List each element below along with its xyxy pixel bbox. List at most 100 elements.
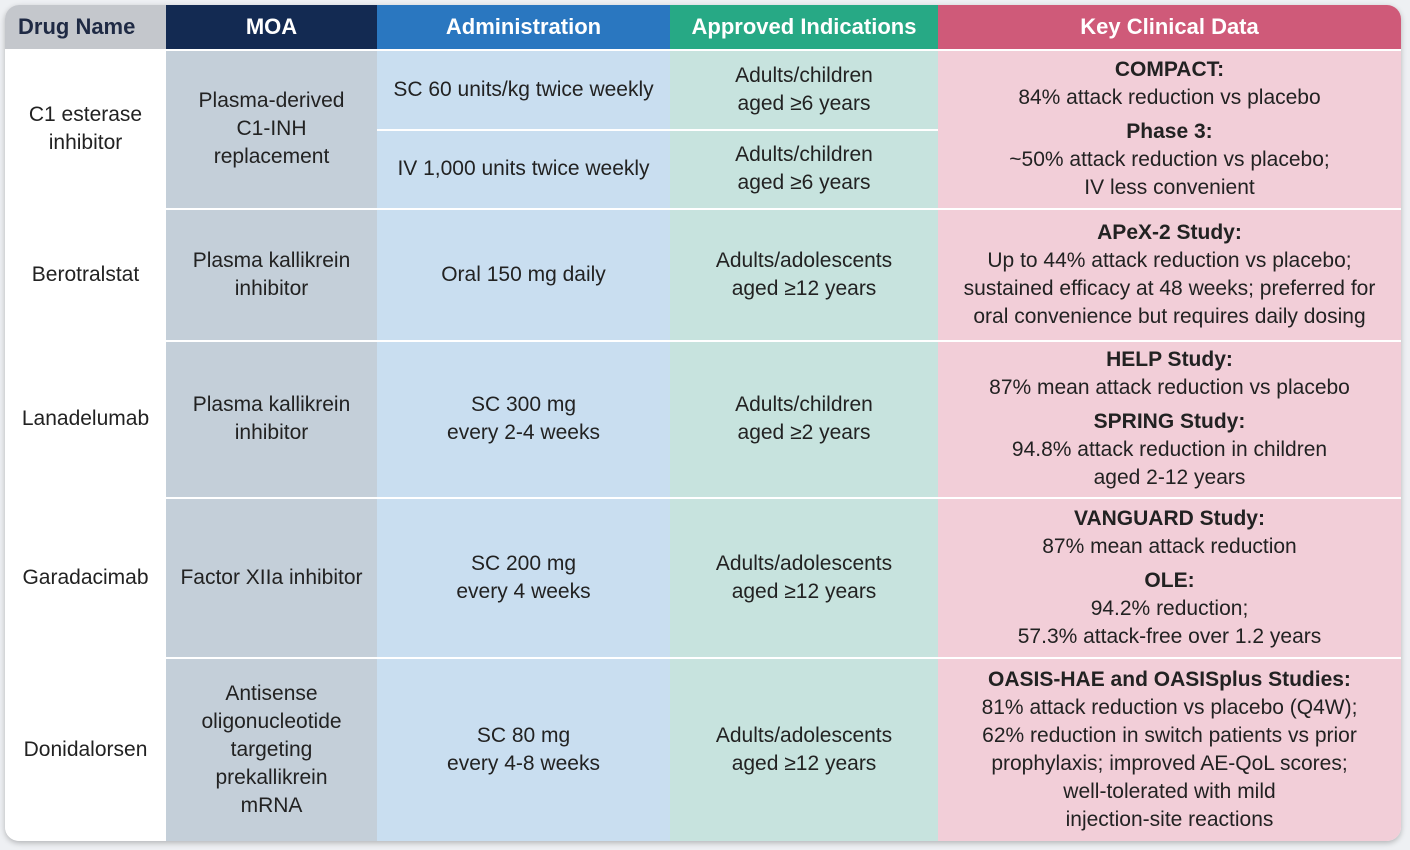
study-heading: OASIS-HAE and OASISplus Studies: <box>988 668 1351 692</box>
table-row: C1 esterase inhibitor Plasma-derived C1-… <box>5 48 1401 209</box>
moa-cell: Plasma-derived C1-INH replacement <box>166 49 377 209</box>
drug-name-cell: Lanadelumab <box>5 340 166 498</box>
indication-line: Adults/adolescents <box>715 248 893 272</box>
indication-line: aged ≥12 years <box>731 276 877 300</box>
study-detail-line: 84% attack reduction vs placebo <box>1018 86 1321 110</box>
study-detail-line: sustained efficacy at 48 weeks; preferre… <box>963 276 1376 300</box>
study-detail-line: prophylaxis; improved AE-QoL scores; <box>991 752 1348 776</box>
header-key-clinical-data: Key Clinical Data <box>938 5 1401 50</box>
study-heading: APeX-2 Study: <box>1097 220 1242 244</box>
moa-line: Factor XIIa inhibitor <box>180 565 363 589</box>
study-detail-line: 87% mean attack reduction <box>1042 534 1297 558</box>
moa-cell: Plasma kallikrein inhibitor <box>166 207 377 342</box>
indication-cell: Adults/adolescents aged ≥12 years <box>670 657 938 841</box>
drug-comparison-table: Drug Name MOA Administration Approved In… <box>5 5 1401 841</box>
drug-comparison-table-frame: Drug Name MOA Administration Approved In… <box>5 5 1401 841</box>
study-heading: COMPACT: <box>1114 58 1225 82</box>
indication-cell: Adults/children aged ≥6 years <box>670 129 938 209</box>
drug-name-line: Donidalorsen <box>23 738 148 762</box>
indication-line: aged ≥12 years <box>731 579 877 603</box>
study-detail-line: oral convenience but requires daily dosi… <box>973 304 1366 328</box>
table-row: Lanadelumab Plasma kallikrein inhibitor … <box>5 340 1401 498</box>
administration-line: every 4-8 weeks <box>447 752 600 776</box>
moa-line: targeting <box>230 738 313 762</box>
indication-line: Adults/adolescents <box>715 551 893 575</box>
study-heading: SPRING Study: <box>1093 410 1246 434</box>
clinical-data-cell: HELP Study: 87% mean attack reduction vs… <box>938 340 1401 498</box>
indication-line: Adults/adolescents <box>715 724 893 748</box>
table-row-subrow: IV 1,000 units twice weekly Adults/child… <box>5 129 1401 209</box>
indication-cell: Adults/adolescents aged ≥12 years <box>670 207 938 342</box>
indication-line: Adults/children <box>735 393 873 417</box>
clinical-data-cell: VANGUARD Study: 87% mean attack reductio… <box>938 496 1401 659</box>
drug-name-cell: Donidalorsen <box>5 657 166 841</box>
study-detail-line: Up to 44% attack reduction vs placebo; <box>987 248 1352 272</box>
study-detail-line: 94.2% reduction; <box>1090 596 1249 620</box>
moa-cell: Factor XIIa inhibitor <box>166 496 377 659</box>
administration-line: SC 200 mg <box>470 551 577 575</box>
study-detail-line: 94.8% attack reduction in children <box>1011 438 1328 462</box>
administration-line: every 2-4 weeks <box>447 421 600 445</box>
study-heading: Phase 3: <box>1126 120 1213 144</box>
moa-line: Plasma kallikrein <box>192 393 351 417</box>
drug-name-line: Berotralstat <box>31 262 140 286</box>
administration-line: SC 80 mg <box>476 724 571 748</box>
indication-cell: Adults/adolescents aged ≥12 years <box>670 496 938 659</box>
study-detail-line: 87% mean attack reduction vs placebo <box>989 376 1350 400</box>
drug-name-cell: Berotralstat <box>5 207 166 342</box>
study-detail-line: 62% reduction in switch patients vs prio… <box>982 724 1357 748</box>
clinical-data-cell: COMPACT: 84% attack reduction vs placebo… <box>938 49 1401 209</box>
moa-line: inhibitor <box>234 276 309 300</box>
administration-line: SC 60 units/kg twice weekly <box>393 78 654 102</box>
table-row: Berotralstat Plasma kallikrein inhibitor… <box>5 207 1401 342</box>
moa-line: inhibitor <box>234 421 309 445</box>
administration-line: Oral 150 mg daily <box>441 262 606 286</box>
moa-cell: Antisense oligonucleotide targeting prek… <box>166 657 377 841</box>
administration-line: SC 300 mg <box>470 393 577 417</box>
study-detail-line: ~50% attack reduction vs placebo; <box>1009 148 1330 172</box>
moa-line: prekallikrein <box>215 766 328 790</box>
clinical-data-cell: APeX-2 Study: Up to 44% attack reduction… <box>938 207 1401 342</box>
header-drug-name: Drug Name <box>5 5 166 50</box>
study-detail-line: IV less convenient <box>1084 176 1255 200</box>
administration-cell: SC 200 mg every 4 weeks <box>377 496 670 659</box>
administration-cell: SC 60 units/kg twice weekly <box>377 48 670 131</box>
indication-line: Adults/children <box>735 64 873 88</box>
study-heading: HELP Study: <box>1106 348 1233 372</box>
header-row: Drug Name MOA Administration Approved In… <box>5 5 1401 50</box>
moa-line: Plasma-derived <box>198 89 345 113</box>
administration-cell: SC 300 mg every 2-4 weeks <box>377 340 670 498</box>
study-heading: OLE: <box>1144 568 1195 592</box>
indication-line: aged ≥6 years <box>737 92 871 116</box>
header-approved-indications: Approved Indications <box>670 5 938 50</box>
table-row: Garadacimab Factor XIIa inhibitor SC 200… <box>5 496 1401 659</box>
moa-cell: Plasma kallikrein inhibitor <box>166 340 377 498</box>
drug-name-cell: Garadacimab <box>5 496 166 659</box>
administration-cell: IV 1,000 units twice weekly <box>377 129 670 209</box>
study-detail-line: 57.3% attack-free over 1.2 years <box>1017 624 1322 648</box>
moa-line: C1-INH replacement <box>213 117 330 169</box>
indication-line: aged ≥2 years <box>737 421 871 445</box>
header-administration: Administration <box>377 5 670 50</box>
drug-name-line: Lanadelumab <box>21 407 150 431</box>
administration-line: every 4 weeks <box>456 579 591 603</box>
moa-line: Plasma kallikrein <box>192 248 351 272</box>
study-heading: VANGUARD Study: <box>1074 506 1265 530</box>
table-row: Donidalorsen Antisense oligonucleotide t… <box>5 657 1401 841</box>
indication-cell: Adults/children aged ≥6 years <box>670 48 938 131</box>
moa-line: Antisense <box>225 682 318 706</box>
study-detail-line: aged 2-12 years <box>1093 466 1246 490</box>
drug-name-line: Garadacimab <box>22 565 149 589</box>
study-detail-line: injection-site reactions <box>1065 808 1274 832</box>
indication-cell: Adults/children aged ≥2 years <box>670 340 938 498</box>
indication-line: Adults/children <box>735 143 873 167</box>
moa-line: mRNA <box>240 794 303 818</box>
indication-line: aged ≥6 years <box>737 171 871 195</box>
study-detail-line: 81% attack reduction vs placebo (Q4W); <box>981 696 1358 720</box>
moa-line: oligonucleotide <box>201 710 342 734</box>
drug-name-cell: C1 esterase inhibitor <box>5 49 166 209</box>
indication-line: aged ≥12 years <box>731 752 877 776</box>
clinical-data-cell: OASIS-HAE and OASISplus Studies: 81% att… <box>938 657 1401 841</box>
drug-name-line: C1 esterase <box>28 103 143 127</box>
header-moa: MOA <box>166 5 377 50</box>
